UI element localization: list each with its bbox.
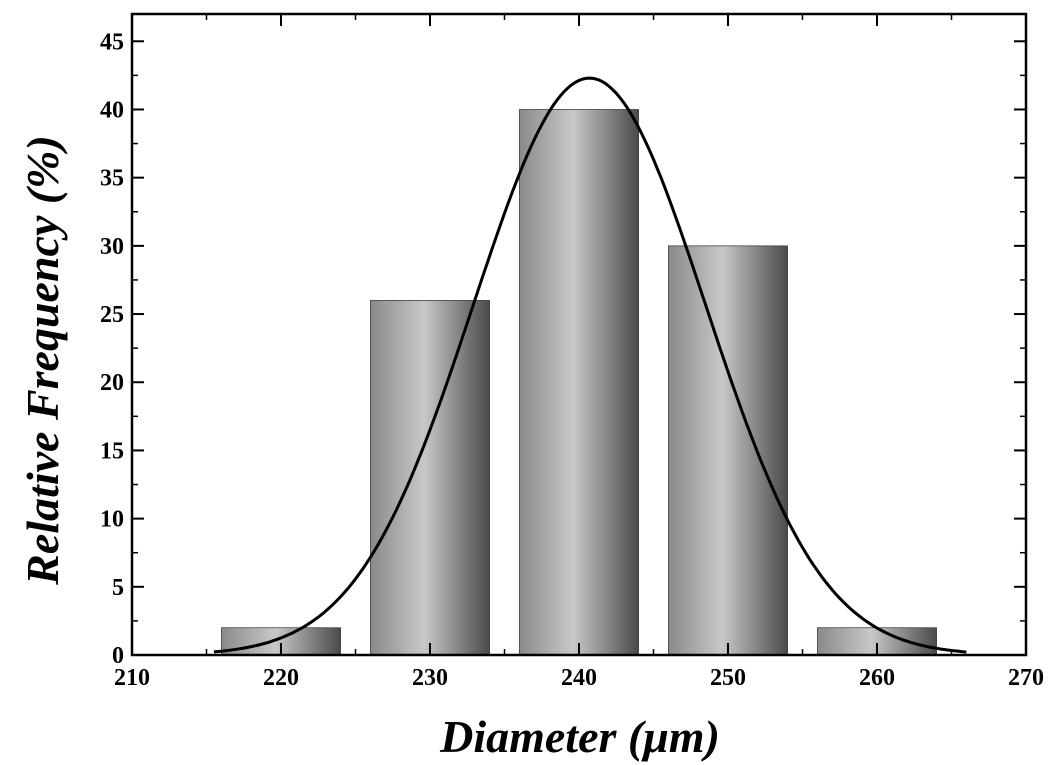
x-tick-label: 210 [114,665,150,691]
x-tick-label: 250 [710,665,746,691]
y-tick-label: 10 [100,507,124,533]
bar-240 [519,109,640,656]
x-tick-label: 270 [1008,665,1044,691]
y-axis-title: Relative Frequency (%) [17,135,68,586]
y-tick-label: 0 [112,643,124,669]
ticks-group: 210 220 230 240 250 260 270 0 5 10 15 20 25 30 35 40 45 [100,14,1044,691]
bar-250 [668,245,789,656]
fit-curve-group [213,76,967,654]
y-tick-label: 5 [112,575,124,601]
y-tick-label: 30 [100,234,124,260]
y-tick-label: 20 [100,370,124,396]
gaussian-fit-curve [213,76,967,654]
x-tick-label: 230 [412,665,448,691]
y-tick-label: 25 [100,302,124,328]
x-axis-title: Diameter (μm) [439,711,720,762]
y-tick-label: 45 [100,29,124,55]
x-tick-label: 260 [859,665,895,691]
y-tick-label: 35 [100,166,124,192]
y-tick-label: 15 [100,438,124,464]
bar-230 [369,300,490,656]
x-tick-label: 220 [263,665,299,691]
y-tick-label: 40 [100,97,124,123]
x-tick-label: 240 [561,665,597,691]
bars-group [220,109,938,656]
